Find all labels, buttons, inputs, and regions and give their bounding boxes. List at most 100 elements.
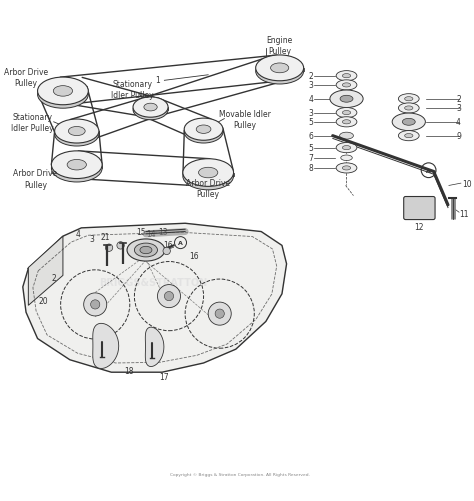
Text: Arbor Drive
Pulley: Arbor Drive Pulley [186, 178, 230, 198]
Circle shape [163, 247, 170, 255]
Text: 3: 3 [309, 81, 313, 90]
Ellipse shape [37, 78, 88, 106]
Ellipse shape [336, 143, 357, 153]
Circle shape [105, 244, 113, 252]
Ellipse shape [68, 127, 85, 136]
Ellipse shape [51, 155, 102, 183]
Text: 4: 4 [309, 95, 313, 104]
Text: 11: 11 [459, 209, 469, 218]
Text: 14: 14 [146, 230, 155, 239]
Ellipse shape [405, 107, 413, 111]
Text: Copyright © Briggs & Stratton Corporation. All Rights Reserved.: Copyright © Briggs & Stratton Corporatio… [171, 472, 310, 476]
Ellipse shape [405, 134, 413, 138]
Text: 2: 2 [309, 72, 313, 81]
Ellipse shape [342, 111, 351, 115]
Text: 21: 21 [100, 232, 110, 241]
Ellipse shape [199, 168, 218, 178]
Circle shape [208, 303, 231, 326]
Text: 3: 3 [90, 234, 94, 243]
Text: 7: 7 [309, 154, 313, 163]
Polygon shape [93, 324, 118, 369]
Ellipse shape [402, 119, 415, 126]
Ellipse shape [330, 91, 363, 108]
Ellipse shape [399, 131, 419, 141]
Text: Arbor Drive
Pulley: Arbor Drive Pulley [4, 68, 48, 88]
Polygon shape [28, 236, 63, 306]
Ellipse shape [184, 119, 223, 141]
Text: Stationary
Idler Pulley: Stationary Idler Pulley [111, 79, 154, 100]
Circle shape [117, 242, 124, 249]
Circle shape [84, 293, 107, 316]
Circle shape [157, 285, 181, 308]
Ellipse shape [255, 56, 304, 82]
Ellipse shape [53, 87, 73, 97]
Ellipse shape [342, 166, 351, 171]
Ellipse shape [336, 118, 357, 128]
Text: 3: 3 [309, 109, 313, 118]
Text: BRIGGS&STRATTON: BRIGGS&STRATTON [99, 278, 207, 288]
Ellipse shape [183, 163, 234, 190]
Ellipse shape [336, 81, 357, 91]
Ellipse shape [339, 133, 354, 140]
Ellipse shape [271, 64, 289, 74]
Text: 17: 17 [160, 373, 169, 382]
Text: 16: 16 [163, 240, 173, 249]
Polygon shape [23, 224, 287, 372]
Text: 3: 3 [456, 104, 461, 113]
Text: 5: 5 [309, 118, 313, 127]
Text: 20: 20 [38, 297, 48, 306]
Ellipse shape [342, 84, 351, 88]
Ellipse shape [342, 75, 351, 79]
Ellipse shape [183, 159, 234, 187]
Ellipse shape [133, 98, 168, 118]
Ellipse shape [399, 104, 419, 114]
Polygon shape [146, 328, 164, 367]
Text: Stationary
Idler Pulley: Stationary Idler Pulley [11, 113, 54, 133]
Text: 19: 19 [95, 360, 105, 369]
Text: 2: 2 [456, 95, 461, 104]
Text: 13: 13 [158, 227, 168, 236]
Text: 18: 18 [124, 367, 134, 376]
Ellipse shape [55, 123, 99, 147]
Ellipse shape [255, 59, 304, 85]
Text: 9: 9 [456, 132, 461, 141]
Text: 15: 15 [137, 227, 146, 236]
Text: 2: 2 [51, 274, 56, 283]
Circle shape [215, 310, 224, 319]
Ellipse shape [336, 72, 357, 82]
Ellipse shape [336, 108, 357, 118]
Text: Arbor Drive
Pulley: Arbor Drive Pulley [13, 169, 57, 189]
Ellipse shape [405, 98, 413, 102]
Text: 4: 4 [456, 118, 461, 127]
Text: 6: 6 [309, 132, 313, 141]
Ellipse shape [67, 160, 86, 171]
Text: A: A [178, 240, 183, 245]
FancyBboxPatch shape [404, 197, 435, 220]
Ellipse shape [184, 122, 223, 144]
Text: Engine
Pulley: Engine Pulley [266, 36, 293, 56]
Ellipse shape [340, 96, 353, 103]
Ellipse shape [342, 146, 351, 150]
Ellipse shape [342, 121, 351, 125]
Circle shape [164, 292, 173, 301]
Text: 10: 10 [462, 179, 472, 188]
Ellipse shape [37, 81, 88, 109]
Ellipse shape [133, 100, 168, 121]
Text: 1: 1 [155, 76, 160, 85]
Text: A: A [426, 168, 431, 173]
Text: Movable Idler
Pulley: Movable Idler Pulley [219, 109, 271, 129]
Ellipse shape [140, 247, 152, 254]
Circle shape [91, 300, 100, 310]
Ellipse shape [51, 152, 102, 179]
Text: 4: 4 [76, 230, 81, 239]
Ellipse shape [196, 126, 211, 134]
Ellipse shape [127, 239, 165, 262]
Ellipse shape [341, 156, 352, 161]
Ellipse shape [336, 163, 357, 174]
Ellipse shape [392, 114, 425, 131]
Ellipse shape [144, 104, 157, 112]
Ellipse shape [399, 95, 419, 105]
Text: 5: 5 [309, 144, 313, 153]
Ellipse shape [135, 243, 157, 258]
Text: 8: 8 [309, 164, 313, 173]
